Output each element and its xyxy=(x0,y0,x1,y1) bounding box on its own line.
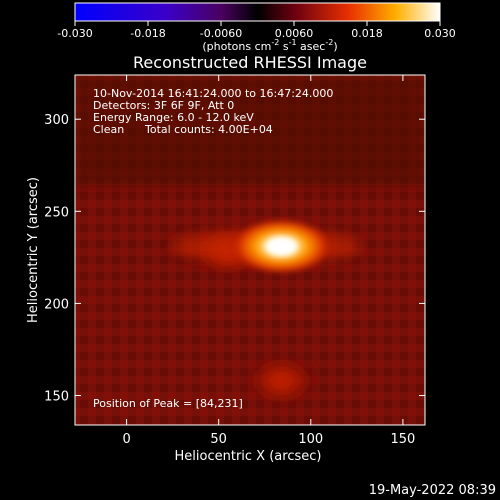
image-upper-dark xyxy=(75,75,425,185)
info-line-time: 10-Nov-2014 16:41:24.000 to 16:47:24.000 xyxy=(93,87,333,100)
info-line-detectors: Detectors: 3F 6F 9F, Att 0 xyxy=(93,99,234,112)
info-line-clean: Clean xyxy=(93,123,124,136)
colorbar-gradient xyxy=(74,2,441,22)
info-block: 10-Nov-2014 16:41:24.000 to 16:47:24.000… xyxy=(93,87,333,136)
x-tick-label: 50 xyxy=(210,432,227,447)
x-tick-label: 0 xyxy=(122,432,130,447)
x-axis-title: Heliocentric X (arcsec) xyxy=(175,449,322,464)
x-axis: 0 50 100 150 xyxy=(122,75,415,447)
secondary-source xyxy=(249,358,314,403)
colorbar-tick-label: 0.030 xyxy=(424,27,456,40)
y-tick-label: 300 xyxy=(44,113,69,128)
x-tick-label: 100 xyxy=(298,432,323,447)
info-line-energy: Energy Range: 6.0 - 12.0 keV xyxy=(93,111,254,124)
peak-position-label: Position of Peak = [84,231] xyxy=(93,397,243,410)
colorbar-tick-label: -0.018 xyxy=(130,27,165,40)
image-area xyxy=(75,75,425,425)
y-tick-label: 250 xyxy=(44,205,69,220)
colorbar-tick-label: 0.0060 xyxy=(275,27,314,40)
colorbar-tick-label: -0.030 xyxy=(57,27,92,40)
plot-frame xyxy=(74,74,426,426)
colorbar-units: (photons cm-2 s-1 asec-2) xyxy=(202,38,337,53)
colorbar-tick-label: 0.018 xyxy=(351,27,383,40)
info-line-total-counts: Total counts: 4.00E+04 xyxy=(144,123,273,136)
y-tick-label: 200 xyxy=(44,297,69,312)
footer-timestamp: 19-May-2022 08:39 xyxy=(369,483,496,498)
colorbar-tick-label: -0.0060 xyxy=(200,27,242,40)
chart-title: Reconstructed RHESSI Image xyxy=(133,53,367,72)
colorbar: -0.030 -0.018 -0.0060 0.0060 0.018 0.030 (pho… xyxy=(57,2,456,53)
y-axis: 150 200 250 300 xyxy=(44,113,425,405)
y-tick-label: 150 xyxy=(44,390,69,405)
x-tick-label: 150 xyxy=(390,432,415,447)
peak-core xyxy=(265,237,298,256)
y-axis-title: Heliocentric Y (arcsec) xyxy=(26,177,41,323)
